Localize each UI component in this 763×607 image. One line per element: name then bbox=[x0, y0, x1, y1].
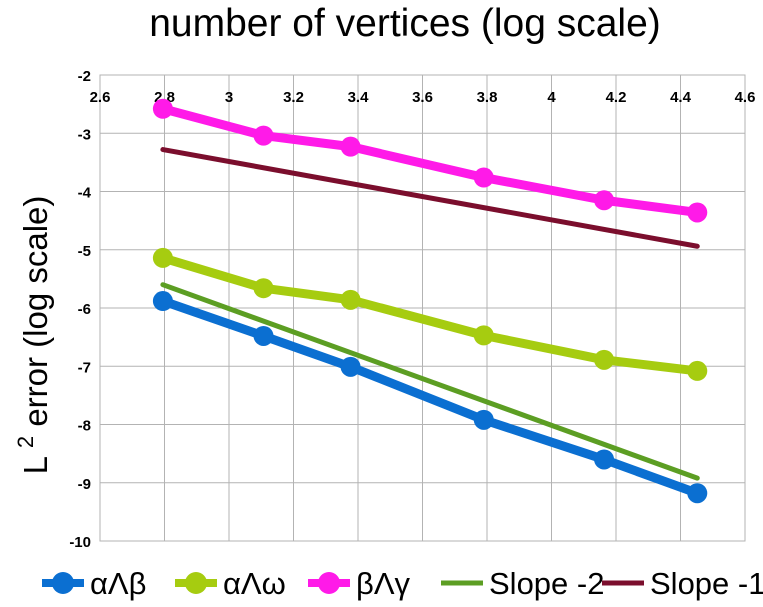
series-1 bbox=[152, 247, 708, 381]
data-point bbox=[473, 167, 494, 188]
x-tick-label: 4.6 bbox=[735, 89, 756, 106]
y-tick-label: -10 bbox=[69, 534, 91, 551]
series-0 bbox=[152, 291, 708, 504]
legend-label: βΛγ bbox=[356, 566, 411, 601]
data-point bbox=[340, 289, 361, 310]
x-tick-label: 3.4 bbox=[348, 89, 370, 106]
legend-swatch-marker bbox=[318, 572, 340, 594]
y-axis-label-rest: error (log scale) bbox=[17, 196, 54, 427]
x-axis: 2.6 2.8 3 3.2 3.4 3.6 3.8 4 4.2 4.4 4.6 bbox=[90, 89, 756, 106]
svg-text:L 2 error (log sc: L 2 error (log scale) bbox=[3, 196, 54, 475]
y-tick-label: -7 bbox=[78, 359, 91, 376]
legend-swatch-marker bbox=[52, 572, 74, 594]
legend-label: Slope -2 bbox=[489, 566, 604, 601]
series-layer bbox=[152, 98, 708, 504]
y-tick-label: -3 bbox=[78, 126, 91, 143]
y-tick-label: -8 bbox=[78, 418, 91, 435]
x-tick-label: 4.2 bbox=[606, 89, 627, 106]
y-tick-label: -6 bbox=[78, 301, 91, 318]
series-line bbox=[160, 147, 700, 249]
y-tick-label: -5 bbox=[78, 243, 91, 260]
y-axis: -2 -3 -4 -5 -6 -7 -8 -9 -10 bbox=[69, 68, 91, 551]
data-point bbox=[594, 349, 615, 370]
y-tick-label: -9 bbox=[78, 476, 91, 493]
y-axis-label-main: L bbox=[17, 456, 54, 474]
legend-item: αΛβ bbox=[42, 566, 146, 601]
series-4 bbox=[160, 147, 700, 249]
x-tick-label: 3.8 bbox=[477, 89, 498, 106]
chart-title: number of vertices (log scale) bbox=[149, 2, 661, 45]
x-tick-label: 3.2 bbox=[283, 89, 304, 106]
legend-item: βΛγ bbox=[308, 566, 411, 601]
data-point bbox=[152, 291, 173, 312]
x-tick-label: 3.6 bbox=[412, 89, 433, 106]
data-point bbox=[340, 356, 361, 377]
y-axis-label-superscript: 2 bbox=[13, 436, 38, 448]
legend-label: αΛβ bbox=[90, 566, 146, 601]
series-3 bbox=[160, 282, 700, 481]
data-point bbox=[253, 325, 274, 346]
grid bbox=[99, 74, 746, 542]
data-point bbox=[152, 247, 173, 268]
data-point bbox=[687, 360, 708, 381]
series-line bbox=[158, 253, 702, 376]
data-point bbox=[473, 409, 494, 430]
data-point bbox=[594, 190, 615, 211]
data-point bbox=[687, 202, 708, 223]
data-point bbox=[253, 125, 274, 146]
y-tick-label: -4 bbox=[78, 185, 92, 202]
series-line bbox=[158, 104, 702, 217]
y-axis-label: L 2 error (log scale) bbox=[3, 196, 54, 475]
x-tick-label: 3 bbox=[225, 89, 233, 106]
x-tick-label: 4.4 bbox=[670, 89, 692, 106]
legend-item: αΛω bbox=[175, 566, 286, 601]
data-point bbox=[473, 325, 494, 346]
data-point bbox=[340, 136, 361, 157]
series-line bbox=[160, 282, 700, 481]
data-point bbox=[152, 98, 173, 119]
legend-item: Slope -2 bbox=[441, 566, 604, 601]
series-2 bbox=[152, 98, 708, 223]
legend-swatch-marker bbox=[185, 572, 207, 594]
legend-label: Slope -1 bbox=[650, 566, 763, 601]
series-line bbox=[158, 296, 702, 498]
x-tick-label: 4 bbox=[547, 89, 556, 106]
legend-item: Slope -1 bbox=[602, 566, 763, 601]
data-point bbox=[253, 278, 274, 299]
data-point bbox=[687, 483, 708, 504]
y-tick-label: -2 bbox=[78, 68, 91, 85]
legend-label: αΛω bbox=[223, 566, 286, 601]
legend: αΛβ αΛω βΛγ Slope -2 Slope -1 bbox=[42, 566, 763, 601]
data-point bbox=[594, 449, 615, 470]
x-tick-label: 2.6 bbox=[90, 89, 111, 106]
